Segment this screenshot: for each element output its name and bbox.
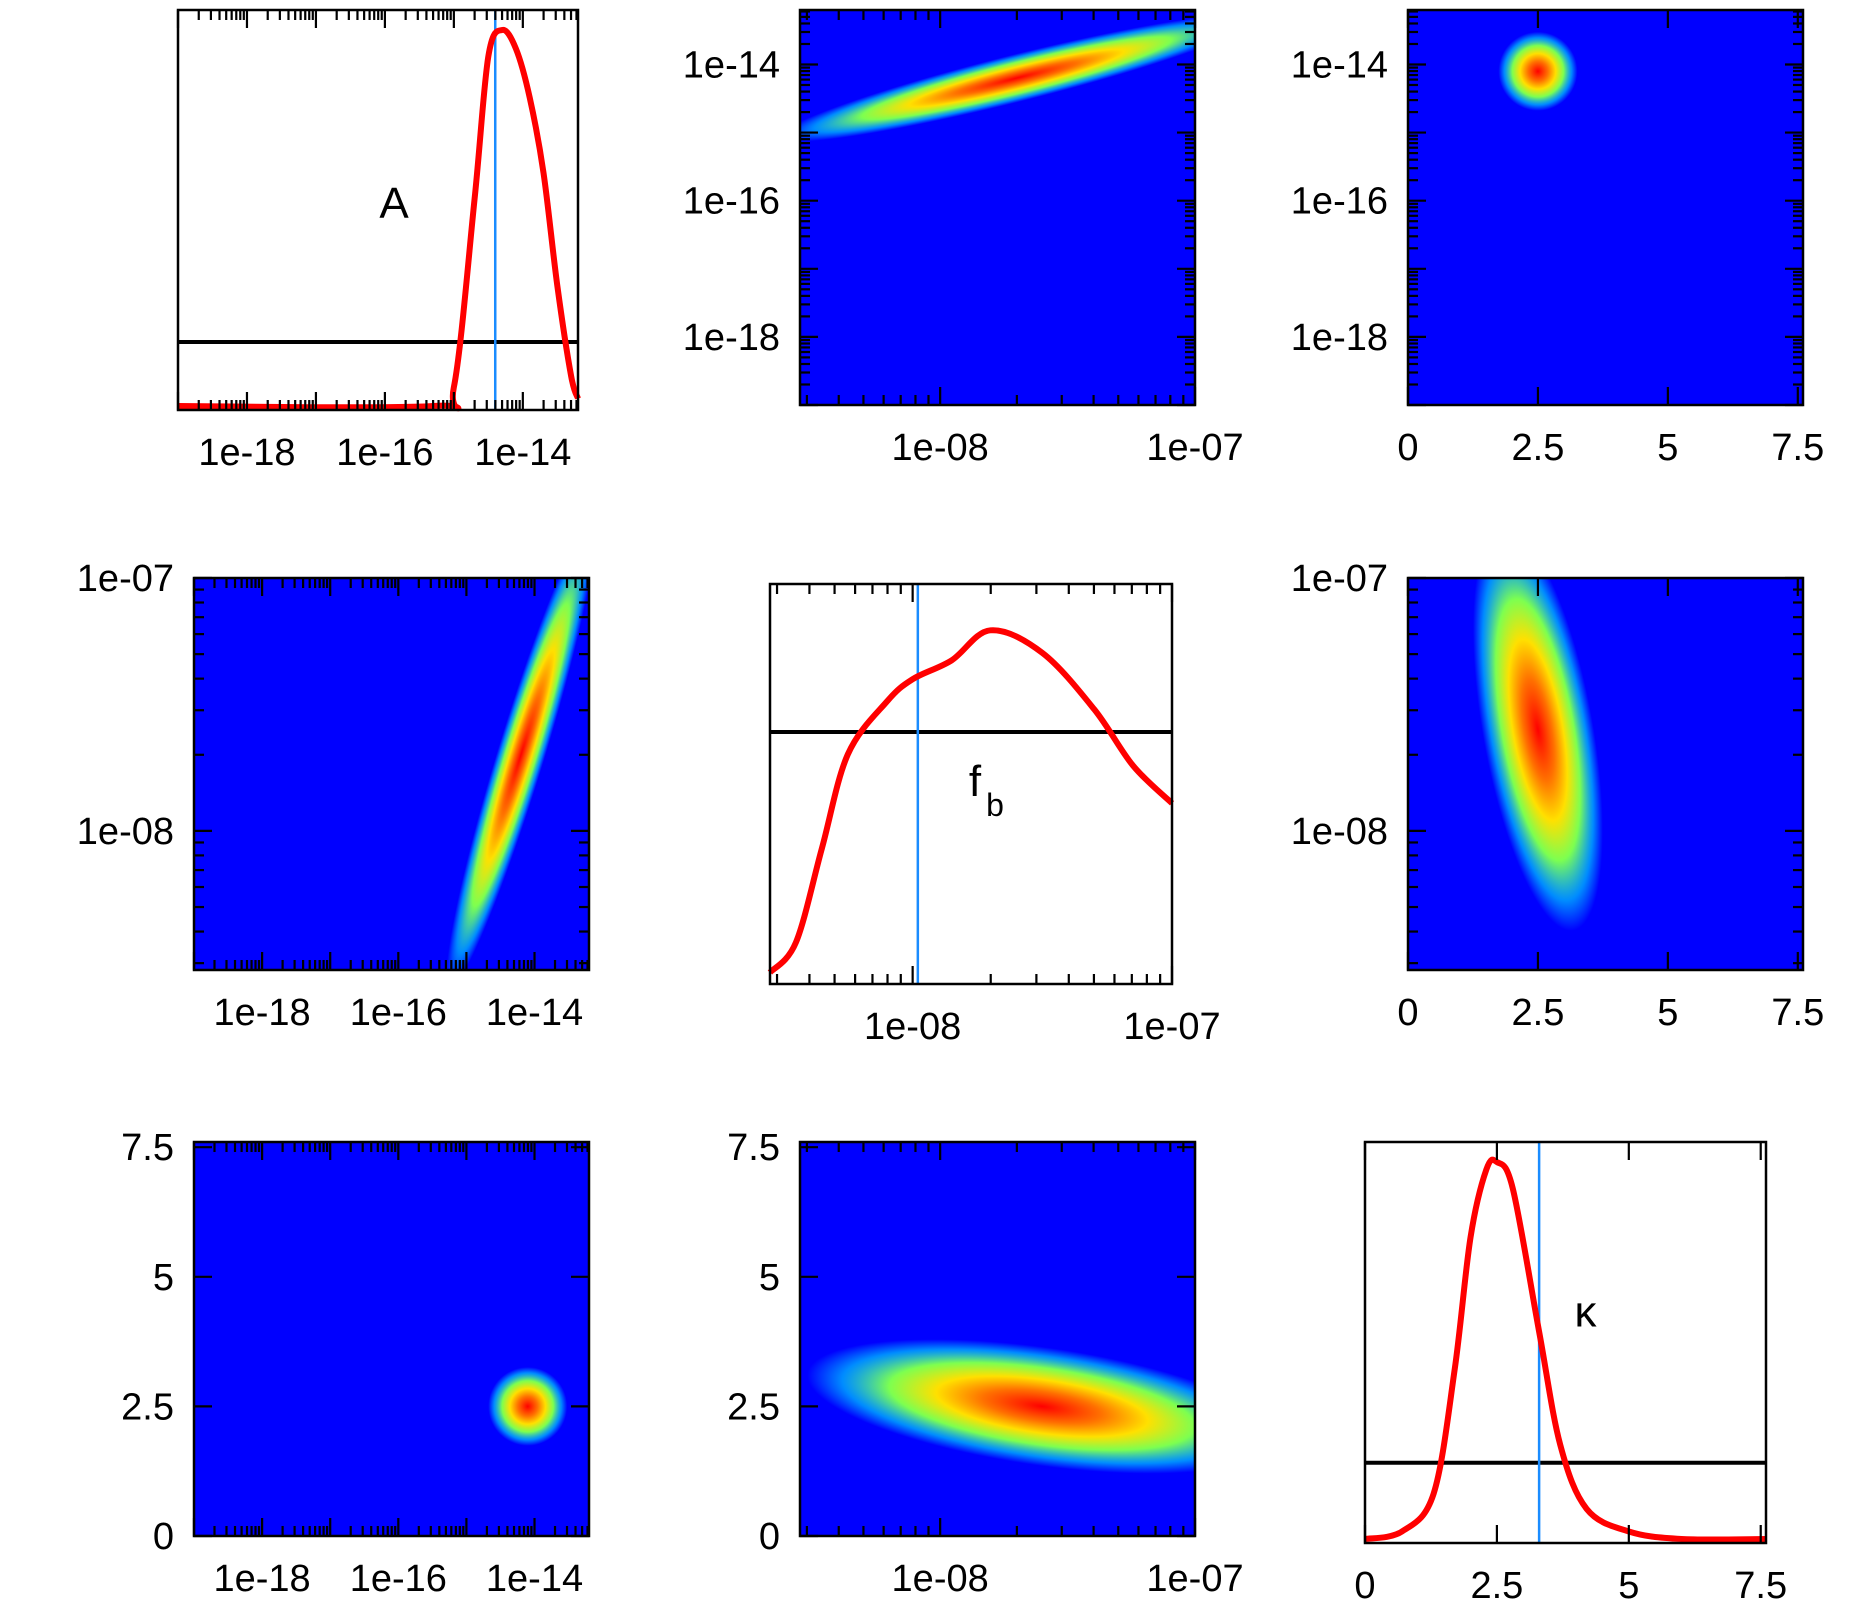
y-tick-label: 1e-07 [77,558,174,600]
y-tick-label: 0 [153,1516,174,1558]
x-tick-label: 5 [1618,1565,1639,1607]
panel-frame [192,1140,591,1538]
y-tick-label: 1e-18 [1291,317,1388,359]
x-tick-label: 1e-16 [350,1558,447,1600]
panel-frame [768,582,1174,986]
y-tick-label: 1e-18 [683,317,780,359]
y-tick-label: 2.5 [727,1386,780,1428]
x-tick-label: 1e-14 [486,1558,583,1600]
y-tick-label: 0 [759,1516,780,1558]
panel-frame [1363,1140,1768,1545]
y-tick-label: 1e-16 [1291,181,1388,223]
joint-panel-fb-vs-kappa: 0 2.5 5 7.5 1e-08 1e-07 [1291,558,1824,1034]
joint-panel-fb-vs-A: 1e-18 1e-16 1e-14 1e-08 1e-07 [77,558,591,1034]
x-tick-label: 7.5 [1771,992,1824,1034]
x-tick-label: 5 [1657,992,1678,1034]
x-tick-label: 7.5 [1771,427,1824,469]
y-tick-label: 7.5 [121,1127,174,1169]
y-tick-label: 1e-14 [683,44,780,86]
y-tick-label: 1e-14 [1291,44,1388,86]
y-tick-label: 5 [759,1257,780,1299]
density-background [194,1142,589,1536]
x-tick-label: 1e-16 [350,992,447,1034]
joint-panel-kappa-vs-fb: 1e-08 1e-07 0 2.5 5 7.5 [727,1127,1243,1600]
x-tick-label: 1e-08 [892,427,989,469]
density-peak-group [807,1339,1195,1474]
y-tick-label: 1e-08 [1291,811,1388,853]
x-tick-label: 1e-07 [1146,1558,1243,1600]
density-peak-group [800,14,1195,142]
x-tick-label: 1e-14 [486,992,583,1034]
parameter-label-subscript: b [986,787,1004,823]
y-tick-label: 1e-08 [77,811,174,853]
y-tick-label: 1e-07 [1291,558,1388,600]
x-tick-label: 2.5 [1470,1565,1523,1607]
panels-group: A1e-18 1e-16 1e-14 1e-08 1e-071e-181e-161e-1… [77,8,1824,1607]
parameter-label: A [379,179,409,228]
x-tick-label: 1e-08 [864,1006,961,1048]
parameter-label: κ [1575,1287,1598,1336]
panel-background [1365,1142,1766,1543]
panel-frame [1406,8,1805,407]
posterior-curve [767,627,1175,975]
y-tick-label: 7.5 [727,1127,780,1169]
x-tick-label: 1e-18 [198,432,295,474]
x-tick-label: 5 [1657,427,1678,469]
density-peak-group [1472,578,1603,931]
x-tick-label: 1e-07 [1146,427,1243,469]
panel-frame [192,576,591,972]
x-tick-label: 0 [1397,992,1418,1034]
x-tick-label: 1e-14 [474,432,571,474]
y-tick-label: 1e-16 [683,181,780,223]
density-peak-group [446,578,589,970]
x-tick-label: 1e-08 [892,1558,989,1600]
density-background [1408,10,1803,405]
density-peak [1498,31,1578,111]
x-tick-label: 1e-18 [214,1558,311,1600]
density-peak [488,1366,568,1446]
x-tick-label: 1e-07 [1123,1006,1220,1048]
joint-panel-A-vs-fb: 1e-08 1e-07 1e-18 1e-16 1e-14 [683,8,1244,469]
density-peak [1472,578,1603,931]
posterior-curve [1364,1156,1767,1543]
marginal-panel-A: A 1e-18 1e-16 1e-14 [176,8,581,474]
panel-frame [798,8,1197,407]
marginal-panel-fb: f b 1e-08 1e-07 [767,582,1221,1048]
marginal-panel-kappa: κ 0 2.5 5 7.5 [1354,1140,1787,1607]
x-tick-label: 2.5 [1512,427,1565,469]
density-peak [800,14,1195,142]
y-tick-label: 2.5 [121,1386,174,1428]
x-tick-label: 0 [1397,427,1418,469]
panel-background [178,10,578,410]
x-tick-label: 1e-18 [214,992,311,1034]
density-peak [807,1339,1195,1474]
density-background [1408,578,1803,970]
posterior-curve [177,26,581,412]
panel-frame [1406,576,1805,972]
y-tick-label: 5 [153,1257,174,1299]
joint-panel-kappa-vs-A: 1e-18 1e-16 1e-14 0 2.5 5 7.5 [121,1127,591,1600]
panel-frame [176,8,580,412]
joint-panel-A-vs-kappa: 0 2.5 5 7.5 1e-18 1e-16 1e-14 [1291,8,1824,469]
x-tick-label: 2.5 [1512,992,1565,1034]
density-peak-group [1498,31,1578,111]
density-background [800,1142,1195,1536]
panel-frame [798,1140,1197,1538]
parameter-label: f [969,757,982,806]
density-peak-group [488,1366,568,1446]
density-peak [446,578,589,970]
x-tick-label: 7.5 [1734,1565,1787,1607]
x-tick-label: 0 [1354,1565,1375,1607]
x-tick-label: 1e-16 [336,432,433,474]
